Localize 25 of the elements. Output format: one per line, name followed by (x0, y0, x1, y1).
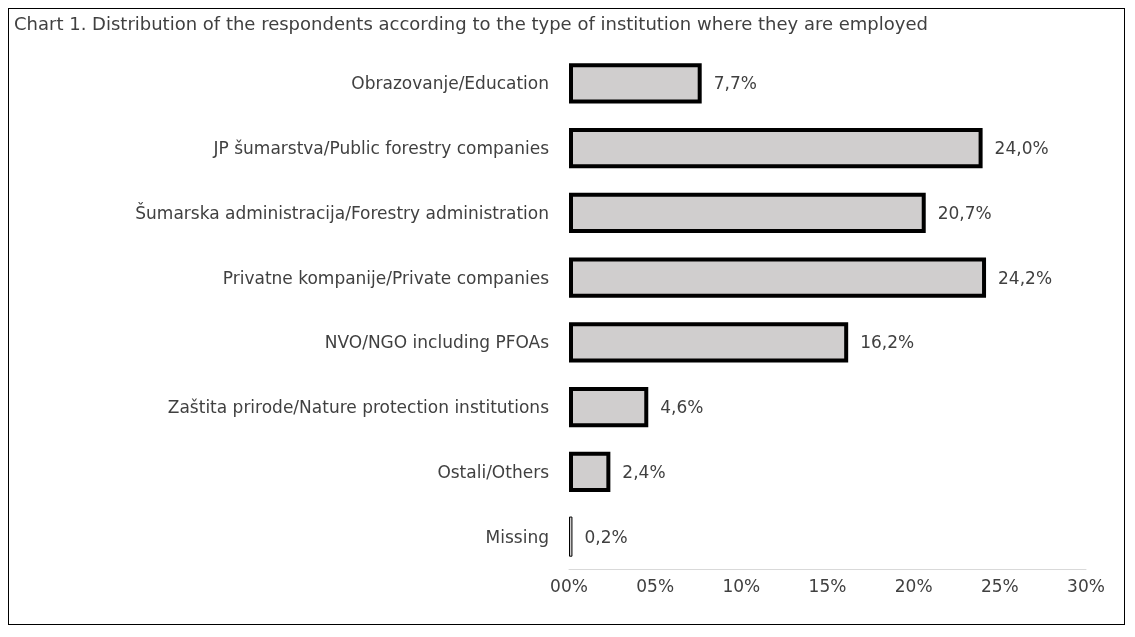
y-tick-label: Ostali/Others (437, 461, 550, 482)
y-tick-label: Missing (485, 526, 549, 547)
data-label: 24,0% (994, 138, 1049, 159)
y-tick-label: JP šumarstva/Public forestry companies (212, 138, 550, 159)
y-tick-label: Šumarska administracija/Forestry administration (135, 201, 549, 223)
x-tick-label: 15% (808, 575, 847, 596)
x-tick-label: 10% (722, 575, 761, 596)
y-tick-label: Privatne kompanije/Private companies (222, 267, 550, 288)
data-label: 4,6% (660, 397, 704, 418)
data-label: 16,2% (860, 332, 915, 353)
bar (569, 516, 573, 557)
y-tick-label: Obrazovanje/Education (351, 73, 549, 94)
x-tick-label: 00% (550, 575, 588, 596)
data-label: 7,7% (713, 73, 757, 94)
x-tick-label: 25% (980, 575, 1019, 596)
x-tick-label: 20% (894, 575, 933, 596)
x-tick-label: 05% (636, 575, 675, 596)
y-tick-label: Zaštita prirode/Nature protection institutions (167, 397, 550, 418)
data-label: 24,2% (998, 267, 1053, 288)
data-label: 0,2% (584, 526, 628, 547)
y-tick-label: NVO/NGO including PFOAs (324, 332, 550, 353)
chart-title: Chart 1. Distribution of the respondents according to the type of institution where they are employed (14, 12, 928, 34)
data-label: 2,4% (622, 461, 666, 482)
x-tick-label: 30% (1067, 575, 1105, 596)
data-label: 20,7% (937, 202, 992, 223)
